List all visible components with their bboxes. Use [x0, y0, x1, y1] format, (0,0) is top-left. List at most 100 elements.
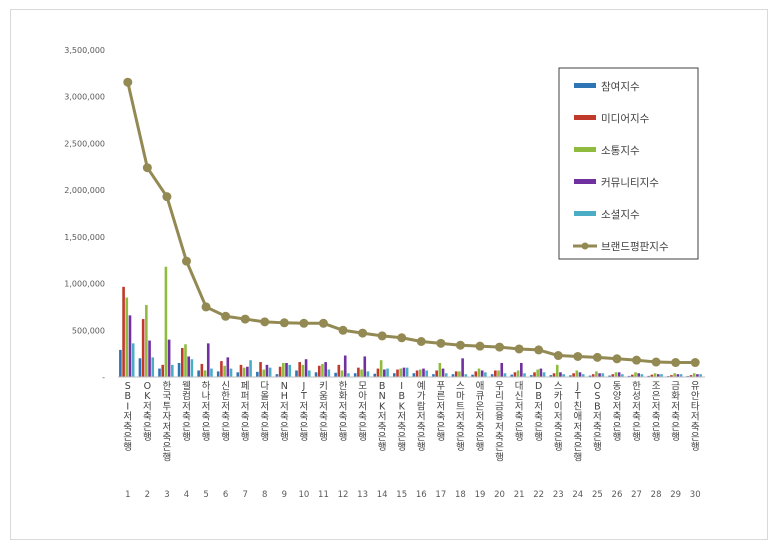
bar-1: [627, 375, 631, 377]
legend-label: 미디어지수: [601, 113, 650, 125]
x-index-label: 4: [184, 490, 189, 500]
bar-3: [438, 362, 442, 377]
legend-swatch: [574, 115, 596, 120]
bar-2: [337, 364, 341, 377]
legend-swatch: [574, 211, 596, 216]
line-point: [495, 342, 505, 352]
bar-1: [236, 372, 240, 377]
x-index-label: 21: [514, 490, 525, 500]
bar-5: [190, 359, 194, 377]
bar-2: [376, 368, 380, 377]
bar-2: [611, 374, 615, 377]
y-tick-label: 1,000,000: [64, 280, 105, 289]
bar-1: [412, 373, 416, 377]
line-point: [455, 340, 465, 350]
bar-3: [536, 369, 539, 377]
bar-2: [689, 375, 693, 377]
bar-4: [226, 357, 230, 377]
bar-4: [363, 356, 367, 377]
bar-3: [555, 364, 559, 377]
bar-2: [572, 373, 575, 377]
bar-4: [304, 359, 308, 377]
bar-5: [581, 374, 585, 377]
y-tick-label: -: [102, 373, 105, 382]
bar-3: [282, 362, 285, 377]
bar-5: [679, 374, 683, 377]
bar-3: [477, 368, 481, 377]
bar-5: [327, 369, 331, 377]
bar-5: [405, 367, 409, 377]
bar-3: [242, 367, 246, 377]
legend-item: 소셜지수: [574, 209, 640, 221]
x-index-label: 3: [164, 490, 169, 500]
x-index-label: 10: [298, 490, 309, 500]
x-index-label: 12: [338, 490, 349, 500]
bar-4: [461, 358, 464, 377]
bar-3: [145, 305, 148, 377]
bar-3: [360, 369, 363, 377]
bar-series: [119, 266, 702, 377]
line-point: [181, 256, 191, 266]
x-index-label: 5: [203, 490, 208, 500]
legend-marker: [581, 242, 589, 250]
bar-3: [595, 371, 598, 377]
line-point: [534, 345, 544, 355]
bar-1: [549, 375, 553, 377]
bar-2: [357, 367, 360, 377]
bar-1: [275, 374, 279, 377]
bar-2: [220, 361, 223, 377]
bar-1: [529, 375, 533, 377]
bar-3: [301, 364, 305, 377]
bar-3: [262, 369, 266, 377]
bar-3: [184, 344, 187, 377]
x-index-label: 1: [125, 490, 130, 500]
x-index-label: 9: [282, 490, 287, 500]
bar-4: [480, 370, 484, 377]
y-tick-label: 3,500,000: [64, 46, 105, 55]
bar-2: [141, 319, 145, 377]
legend-label: 커뮤니티지수: [601, 177, 659, 189]
bar-3: [321, 363, 324, 377]
line-point: [279, 318, 289, 328]
bar-2: [278, 366, 282, 377]
line-point: [377, 331, 387, 341]
line-point: [573, 351, 583, 361]
x-index-label: 23: [553, 490, 564, 500]
x-index-label: 8: [262, 490, 267, 500]
bar-3: [673, 373, 676, 377]
line-point: [142, 163, 152, 173]
x-index-label: 14: [377, 490, 388, 500]
x-index-label: 28: [651, 490, 662, 500]
line-point: [514, 344, 524, 354]
bar-4: [500, 362, 504, 377]
bar-1: [373, 373, 377, 377]
bar-1: [334, 372, 337, 377]
bar-1: [295, 370, 298, 377]
bar-1: [471, 374, 474, 377]
bar-3: [164, 266, 168, 377]
bar-5: [542, 372, 546, 377]
line-series: [123, 77, 700, 368]
bar-4: [676, 374, 680, 377]
bar-5: [268, 367, 272, 377]
legend-item: 참여지수: [574, 81, 640, 93]
bar-2: [239, 364, 243, 377]
bar-4: [402, 367, 406, 377]
bar-1: [119, 349, 122, 377]
x-index-label: 29: [670, 490, 681, 500]
